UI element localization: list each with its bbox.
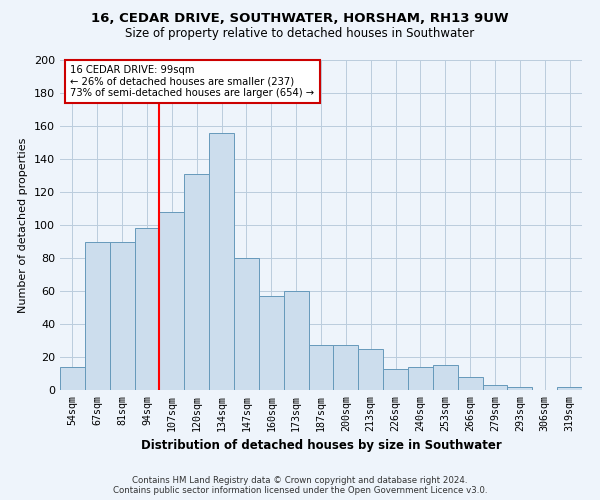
Bar <box>458 377 482 390</box>
Bar <box>184 174 209 390</box>
Bar <box>383 368 408 390</box>
Bar <box>508 386 532 390</box>
Text: Size of property relative to detached houses in Southwater: Size of property relative to detached ho… <box>125 28 475 40</box>
Y-axis label: Number of detached properties: Number of detached properties <box>19 138 28 312</box>
Bar <box>259 296 284 390</box>
X-axis label: Distribution of detached houses by size in Southwater: Distribution of detached houses by size … <box>140 439 502 452</box>
Bar <box>209 132 234 390</box>
Bar <box>334 346 358 390</box>
Bar <box>110 242 134 390</box>
Bar <box>60 367 85 390</box>
Bar <box>557 386 582 390</box>
Text: 16, CEDAR DRIVE, SOUTHWATER, HORSHAM, RH13 9UW: 16, CEDAR DRIVE, SOUTHWATER, HORSHAM, RH… <box>91 12 509 26</box>
Bar <box>134 228 160 390</box>
Bar <box>160 212 184 390</box>
Bar <box>358 349 383 390</box>
Bar <box>433 365 458 390</box>
Text: 16 CEDAR DRIVE: 99sqm
← 26% of detached houses are smaller (237)
73% of semi-det: 16 CEDAR DRIVE: 99sqm ← 26% of detached … <box>70 65 314 98</box>
Bar <box>284 291 308 390</box>
Bar <box>482 385 508 390</box>
Bar <box>308 346 334 390</box>
Bar <box>234 258 259 390</box>
Bar <box>85 242 110 390</box>
Text: Contains HM Land Registry data © Crown copyright and database right 2024.
Contai: Contains HM Land Registry data © Crown c… <box>113 476 487 495</box>
Bar <box>408 367 433 390</box>
